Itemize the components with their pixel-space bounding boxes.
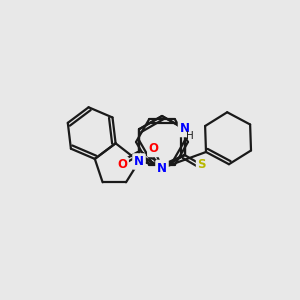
Text: N: N xyxy=(134,155,144,168)
Text: N: N xyxy=(179,122,190,136)
Text: H: H xyxy=(186,131,194,141)
Text: O: O xyxy=(149,142,159,155)
Text: S: S xyxy=(198,158,206,172)
Text: O: O xyxy=(117,158,127,172)
Text: N: N xyxy=(157,161,167,175)
